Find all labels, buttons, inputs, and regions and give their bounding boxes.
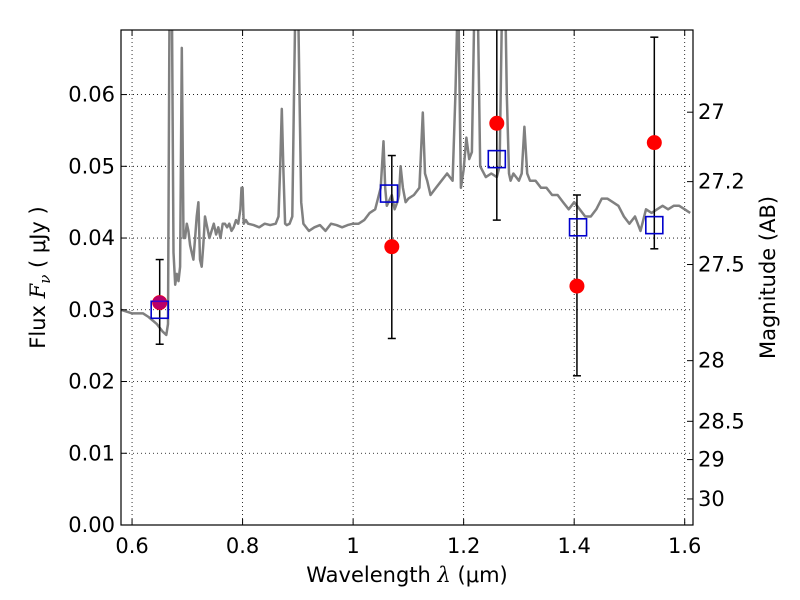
x-tick-label: 1.6 (668, 534, 701, 558)
plot-frame (120, 29, 694, 526)
y2-tick-label: 27.2 (698, 170, 745, 194)
x-tick-label: 1 (346, 534, 359, 558)
y-tick-label: 0.01 (68, 441, 115, 465)
axis-ticks: 0.6 0.8 1 1.2 1.4 1.6 0.00 0.01 0.02 0.03 0.04 0.05… (68, 30, 745, 558)
observed-point (569, 278, 585, 294)
y-tick-label: 0.04 (68, 226, 115, 250)
x-tick-label: 0.6 (115, 534, 148, 558)
y-axis-label-subscript: ν (36, 275, 54, 284)
x-axis-label: Wavelength λ (μm) (306, 563, 507, 587)
y-tick-label: 0.03 (68, 298, 115, 322)
y-tick-label: 0.00 (68, 513, 115, 537)
model-point (568, 217, 588, 237)
x-axis-label-unit: (μm) (458, 563, 508, 587)
y-axis-label-unit: ( μJy ) (26, 206, 50, 268)
plot-background (121, 30, 693, 525)
y2-tick-label: 30 (698, 487, 725, 511)
y2-tick-label: 27 (698, 100, 725, 124)
y-tick-label: 0.02 (68, 370, 115, 394)
plot-area (121, 30, 691, 377)
y-axis-label-symbol: F (26, 282, 50, 299)
y2-tick-label: 28.5 (698, 409, 745, 433)
model-point (379, 184, 399, 203)
y-tick-label: 0.05 (68, 154, 115, 178)
x-axis-label-symbol: λ (437, 563, 451, 587)
y-axis-label-prefix: Flux (26, 305, 50, 349)
y2-tick-label: 29 (698, 448, 725, 472)
x-tick-label: 0.8 (226, 534, 259, 558)
y2-axis-label: Magnitude (AB) (756, 196, 780, 359)
x-tick-label: 1.2 (447, 534, 480, 558)
x-axis-label-prefix: Wavelength (306, 563, 431, 587)
observed-point (384, 239, 400, 255)
observed-point (489, 115, 505, 131)
y2-tick-label: 28 (698, 349, 725, 373)
observed-point (646, 135, 662, 151)
model-point (487, 149, 507, 169)
spectrum-line (121, 30, 691, 337)
model-point (645, 215, 664, 235)
overlap-point (152, 295, 167, 310)
x-tick-label: 1.4 (557, 534, 590, 558)
y-axis-label: Flux Fν ( μJy ) (26, 206, 55, 348)
y-tick-label: 0.06 (68, 83, 115, 107)
y2-tick-label: 27.5 (698, 253, 745, 277)
